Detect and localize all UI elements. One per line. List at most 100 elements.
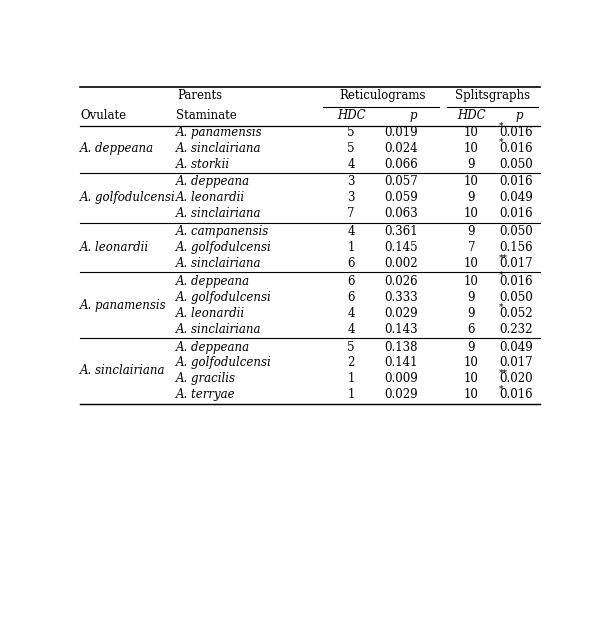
Text: 0.016: 0.016 [499, 142, 533, 155]
Text: 9: 9 [468, 225, 475, 238]
Text: 7: 7 [468, 241, 475, 254]
Text: 0.066: 0.066 [384, 157, 417, 171]
Text: 5: 5 [347, 340, 355, 354]
Text: 0.016: 0.016 [499, 388, 533, 401]
Text: 0.049: 0.049 [499, 191, 533, 204]
Text: 0.063: 0.063 [384, 208, 417, 220]
Text: p: p [409, 109, 417, 122]
Text: 0.361: 0.361 [384, 225, 417, 238]
Text: 3: 3 [347, 176, 355, 189]
Text: 0.057: 0.057 [384, 176, 417, 189]
Text: 0.333: 0.333 [384, 291, 417, 304]
Text: Splitsgraphs: Splitsgraphs [455, 90, 530, 102]
Text: A. campanensis: A. campanensis [176, 225, 269, 238]
Text: 0.016: 0.016 [499, 125, 533, 139]
Text: p: p [516, 109, 523, 122]
Text: Ovulate: Ovulate [80, 109, 126, 122]
Text: A. deppeana: A. deppeana [176, 176, 250, 189]
Text: 0.052: 0.052 [499, 307, 533, 320]
Text: 0.002: 0.002 [384, 257, 417, 270]
Text: A. golfodulcensi: A. golfodulcensi [176, 357, 271, 369]
Text: *: * [499, 122, 504, 131]
Text: 9: 9 [468, 191, 475, 204]
Text: A. deppeana: A. deppeana [176, 340, 250, 354]
Text: 1: 1 [347, 241, 355, 254]
Text: 0.050: 0.050 [499, 157, 533, 171]
Text: A. panamensis: A. panamensis [176, 125, 262, 139]
Text: Parents: Parents [178, 90, 223, 102]
Text: 5: 5 [347, 125, 355, 139]
Text: *: * [499, 138, 504, 147]
Text: A. sinclairiana: A. sinclairiana [176, 142, 261, 155]
Text: 0.059: 0.059 [384, 191, 417, 204]
Text: 4: 4 [347, 157, 355, 171]
Text: 0.020: 0.020 [499, 372, 533, 386]
Text: 9: 9 [468, 291, 475, 304]
Text: 3: 3 [347, 191, 355, 204]
Text: 1: 1 [347, 388, 355, 401]
Text: 10: 10 [464, 208, 479, 220]
Text: 4: 4 [347, 225, 355, 238]
Text: 10: 10 [464, 176, 479, 189]
Text: 0.050: 0.050 [499, 225, 533, 238]
Text: 0.029: 0.029 [384, 307, 417, 320]
Text: A. sinclairiana: A. sinclairiana [80, 364, 166, 377]
Text: A. leonardii: A. leonardii [176, 191, 245, 204]
Text: 0.232: 0.232 [499, 323, 532, 335]
Text: A. terryae: A. terryae [176, 388, 236, 401]
Text: A. gracilis: A. gracilis [176, 372, 236, 386]
Text: 0.016: 0.016 [499, 208, 533, 220]
Text: 0.156: 0.156 [499, 241, 533, 254]
Text: 9: 9 [468, 307, 475, 320]
Text: A. panamensis: A. panamensis [80, 299, 166, 312]
Text: Staminate: Staminate [176, 109, 236, 122]
Text: Reticulograms: Reticulograms [339, 90, 426, 102]
Text: 6: 6 [347, 257, 355, 270]
Text: 10: 10 [464, 142, 479, 155]
Text: 6: 6 [347, 291, 355, 304]
Text: A. leonardii: A. leonardii [176, 307, 245, 320]
Text: A. golfodulcensi: A. golfodulcensi [176, 291, 271, 304]
Text: 0.141: 0.141 [384, 357, 417, 369]
Text: HDC: HDC [337, 109, 365, 122]
Text: 10: 10 [464, 357, 479, 369]
Text: A. golfodulcensi: A. golfodulcensi [176, 241, 271, 254]
Text: A. sinclairiana: A. sinclairiana [176, 323, 261, 335]
Text: **: ** [499, 369, 508, 377]
Text: 0.019: 0.019 [384, 125, 417, 139]
Text: 7: 7 [347, 208, 355, 220]
Text: 0.143: 0.143 [384, 323, 417, 335]
Text: 0.145: 0.145 [384, 241, 417, 254]
Text: 10: 10 [464, 372, 479, 386]
Text: 1: 1 [347, 372, 355, 386]
Text: 0.029: 0.029 [384, 388, 417, 401]
Text: 10: 10 [464, 388, 479, 401]
Text: A. storkii: A. storkii [176, 157, 230, 171]
Text: 9: 9 [468, 340, 475, 354]
Text: *: * [499, 303, 504, 312]
Text: 0.017: 0.017 [499, 257, 533, 270]
Text: 0.026: 0.026 [384, 275, 417, 288]
Text: HDC: HDC [457, 109, 486, 122]
Text: 0.050: 0.050 [499, 291, 533, 304]
Text: A. deppeana: A. deppeana [176, 275, 250, 288]
Text: **: ** [499, 253, 508, 262]
Text: 5: 5 [347, 142, 355, 155]
Text: 10: 10 [464, 257, 479, 270]
Text: 4: 4 [347, 323, 355, 335]
Text: 0.024: 0.024 [384, 142, 417, 155]
Text: 6: 6 [347, 275, 355, 288]
Text: A. deppeana: A. deppeana [80, 142, 154, 155]
Text: 0.016: 0.016 [499, 176, 533, 189]
Text: 0.009: 0.009 [384, 372, 417, 386]
Text: 9: 9 [468, 157, 475, 171]
Text: 0.017: 0.017 [499, 357, 533, 369]
Text: 0.049: 0.049 [499, 340, 533, 354]
Text: 0.138: 0.138 [384, 340, 417, 354]
Text: A. sinclairiana: A. sinclairiana [176, 208, 261, 220]
Text: 4: 4 [347, 307, 355, 320]
Text: *: * [499, 271, 504, 280]
Text: 0.016: 0.016 [499, 275, 533, 288]
Text: A. sinclairiana: A. sinclairiana [176, 257, 261, 270]
Text: 2: 2 [347, 357, 355, 369]
